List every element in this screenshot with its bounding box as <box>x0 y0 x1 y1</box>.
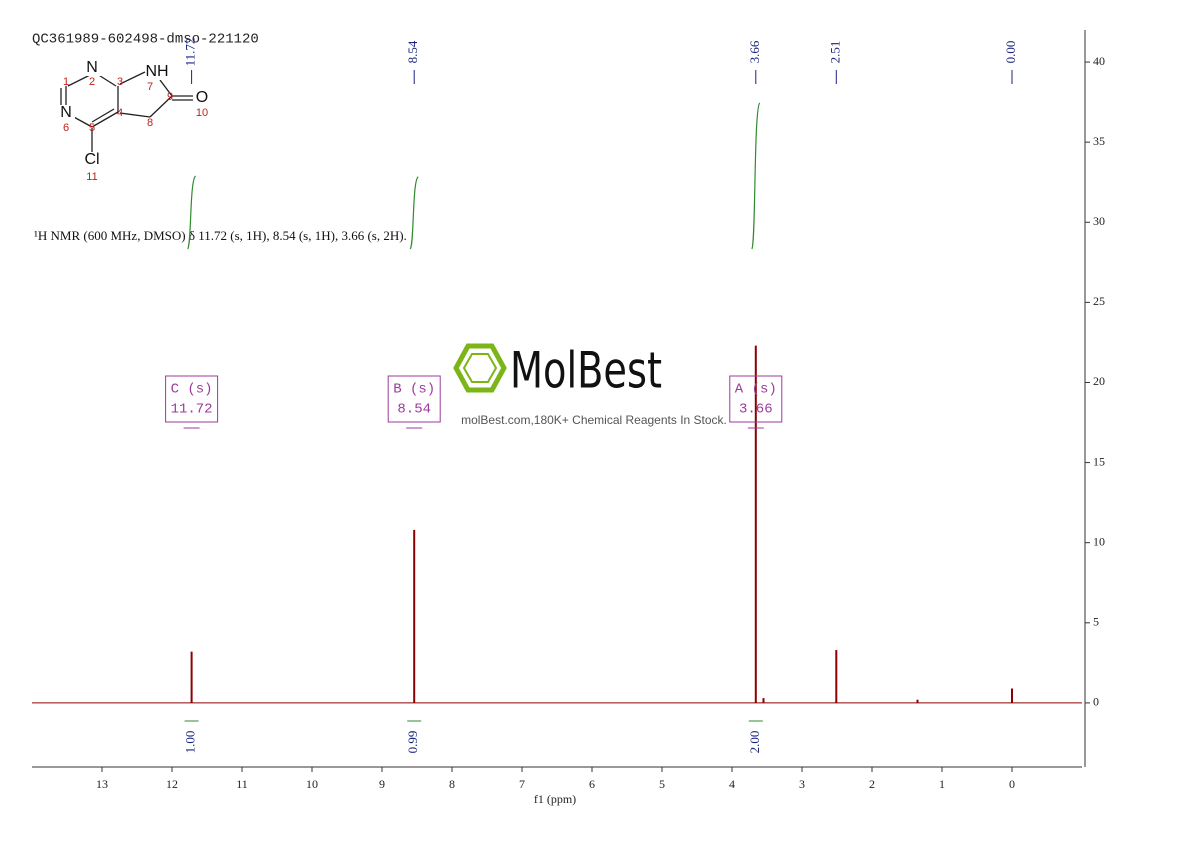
x-tick-label: 1 <box>939 777 945 791</box>
atom-number: 6 <box>63 122 69 134</box>
multiplet-label: C (s) <box>171 382 213 398</box>
molecule-bonds <box>60 71 194 152</box>
atom-number: 5 <box>89 122 95 134</box>
peak-label: 2.51 <box>827 41 842 64</box>
atom-number: 8 <box>147 117 153 129</box>
multiplet-shift: 11.72 <box>171 402 213 418</box>
x-tick-label: 5 <box>659 777 665 791</box>
integral-label: 2.00 <box>747 731 762 754</box>
y-tick-label: 0 <box>1093 695 1099 709</box>
integral-label: 0.99 <box>405 731 420 754</box>
peak-label: 3.66 <box>747 40 762 63</box>
logo <box>453 343 507 393</box>
atom-bg <box>83 152 101 168</box>
atom-number: 3 <box>117 76 123 88</box>
y-tick-label: 40 <box>1093 54 1105 68</box>
watermark-brand: MolBest <box>510 342 662 400</box>
x-tick-label: 2 <box>869 777 875 791</box>
integral-label: 1.00 <box>183 731 198 754</box>
integral-curve <box>751 102 761 250</box>
multiplet-box <box>729 375 783 423</box>
atom-symbol: N <box>86 59 98 76</box>
atom-bg <box>83 60 101 76</box>
peak-label: 11.72 <box>183 38 198 67</box>
multiplet-box <box>165 375 219 423</box>
x-tick-label: 12 <box>166 777 178 791</box>
x-tick-label: 9 <box>379 777 385 791</box>
x-axis-label: f1 (ppm) <box>534 792 576 806</box>
x-tick-label: 6 <box>589 777 595 791</box>
y-tick-label: 5 <box>1093 615 1099 629</box>
integral-curve <box>187 175 197 250</box>
peak-label: 0.00 <box>1003 41 1018 64</box>
atom-symbol: NH <box>145 63 168 80</box>
atom-number: 9 <box>167 91 173 103</box>
atom-number: 4 <box>117 107 123 119</box>
x-tick-label: 10 <box>306 777 318 791</box>
x-tick-label: 4 <box>729 777 735 791</box>
peak-label: 8.54 <box>405 40 420 63</box>
chart-title: QC361989-602498-dmso-221120 <box>32 32 259 48</box>
x-tick-label: 11 <box>236 777 248 791</box>
y-tick-label: 25 <box>1093 294 1105 308</box>
x-tick-label: 8 <box>449 777 455 791</box>
atom-number: 2 <box>89 76 95 88</box>
integral-curve <box>409 176 419 250</box>
x-tick-label: 3 <box>799 777 805 791</box>
x-tick-label: 0 <box>1009 777 1015 791</box>
y-tick-label: 15 <box>1093 454 1105 468</box>
atom-number: 10 <box>196 107 208 119</box>
multiplet-label: A (s) <box>735 382 777 398</box>
atom-symbol: O <box>196 89 208 106</box>
multiplet-shift: 8.54 <box>397 402 431 418</box>
multiplet-box <box>387 375 441 423</box>
atom-bg <box>57 105 75 121</box>
atom-number: 11 <box>86 171 97 183</box>
atom-number: 7 <box>147 81 153 93</box>
multiplet-shift: 3.66 <box>739 402 773 418</box>
atom-number: 1 <box>63 76 69 88</box>
y-tick-label: 10 <box>1093 534 1105 548</box>
y-tick-label: 30 <box>1093 214 1105 228</box>
y-tick-label: 35 <box>1093 134 1105 148</box>
x-tick-label: 13 <box>96 777 108 791</box>
description: ¹H NMR (600 MHz, DMSO) δ 11.72 (s, 1H), … <box>34 228 407 243</box>
atom-symbol: Cl <box>84 151 99 168</box>
x-tick-label: 7 <box>519 777 525 791</box>
atom-symbol: N <box>60 104 72 121</box>
atom-bg <box>193 90 211 106</box>
y-tick-label: 20 <box>1093 374 1105 388</box>
watermark-tagline: molBest.com,180K+ Chemical Reagents In S… <box>461 413 727 427</box>
multiplet-label: B (s) <box>393 382 435 398</box>
atom-bg <box>148 64 166 80</box>
